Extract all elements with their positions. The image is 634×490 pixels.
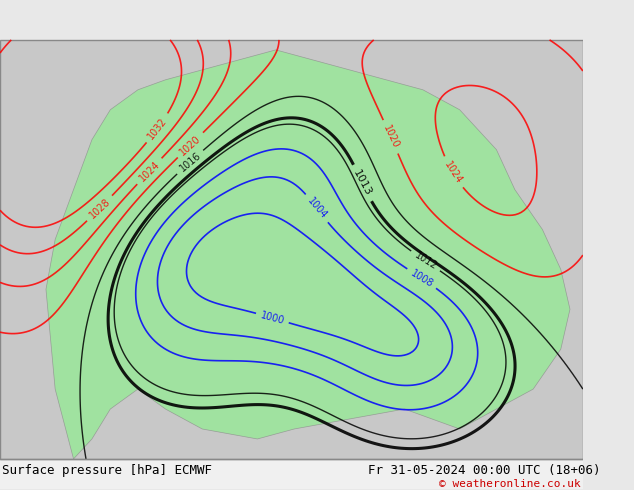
Bar (0, 40, 583, 459)
Text: 1032: 1032 (146, 116, 169, 141)
Text: 1020: 1020 (178, 133, 203, 157)
Bar (0, 459, 583, 489)
Text: 1004: 1004 (305, 196, 328, 221)
Text: Fr 31-05-2024 00:00 UTC (18+06): Fr 31-05-2024 00:00 UTC (18+06) (368, 465, 600, 477)
Text: 1016: 1016 (178, 150, 203, 173)
Text: 1012: 1012 (412, 250, 439, 272)
Text: 1028: 1028 (87, 196, 112, 220)
Bar (0, 40, 583, 459)
Text: 1020: 1020 (381, 123, 401, 150)
Text: 1013: 1013 (351, 169, 373, 198)
Text: Surface pressure [hPa] ECMWF: Surface pressure [hPa] ECMWF (2, 465, 212, 477)
Text: 1024: 1024 (442, 160, 463, 186)
Text: 1024: 1024 (137, 159, 162, 183)
Text: 1008: 1008 (409, 268, 435, 289)
Polygon shape (46, 50, 570, 459)
Text: 1000: 1000 (259, 310, 285, 326)
Text: © weatheronline.co.uk: © weatheronline.co.uk (439, 479, 581, 489)
